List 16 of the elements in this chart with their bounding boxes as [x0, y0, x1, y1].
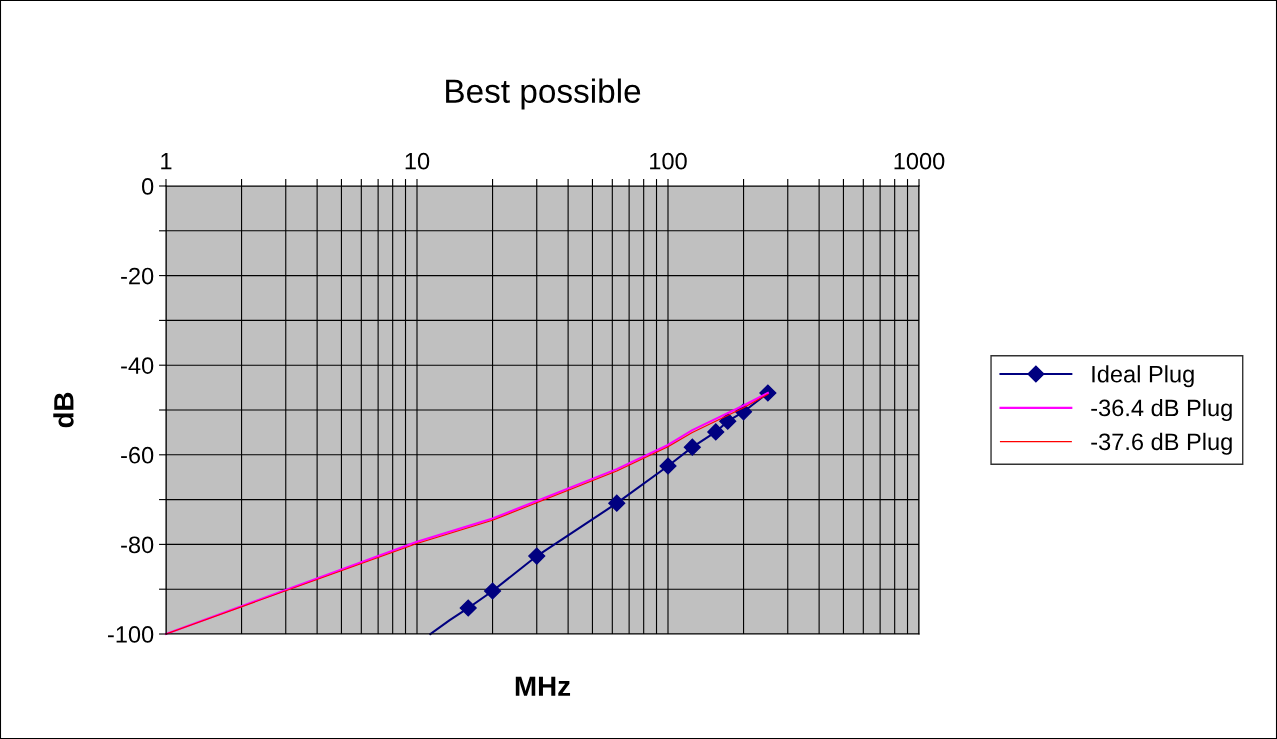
x-axis-title: MHz [515, 676, 571, 696]
y-tick-label: -100 [107, 626, 154, 643]
legend-label: -36.4 dB Plug [1091, 398, 1232, 421]
legend-label: Ideal Plug [1092, 365, 1194, 388]
x-tick-label: 1000 [894, 152, 945, 170]
x-tick-label: 10 [405, 152, 430, 170]
y-tick-label: 0 [141, 178, 154, 195]
y-tick-label: -80 [121, 536, 154, 554]
chart-title: Best possible [446, 78, 641, 110]
y-tick-label: -60 [121, 446, 154, 464]
y-tick-label: -40 [121, 357, 154, 374]
x-tick-label: 1 [161, 153, 172, 170]
y-axis-title: dB [53, 392, 74, 428]
legend-label: -37.6 dB Plug [1091, 432, 1232, 455]
x-tick-label: 100 [650, 152, 687, 170]
y-tick-label: -20 [121, 267, 154, 285]
